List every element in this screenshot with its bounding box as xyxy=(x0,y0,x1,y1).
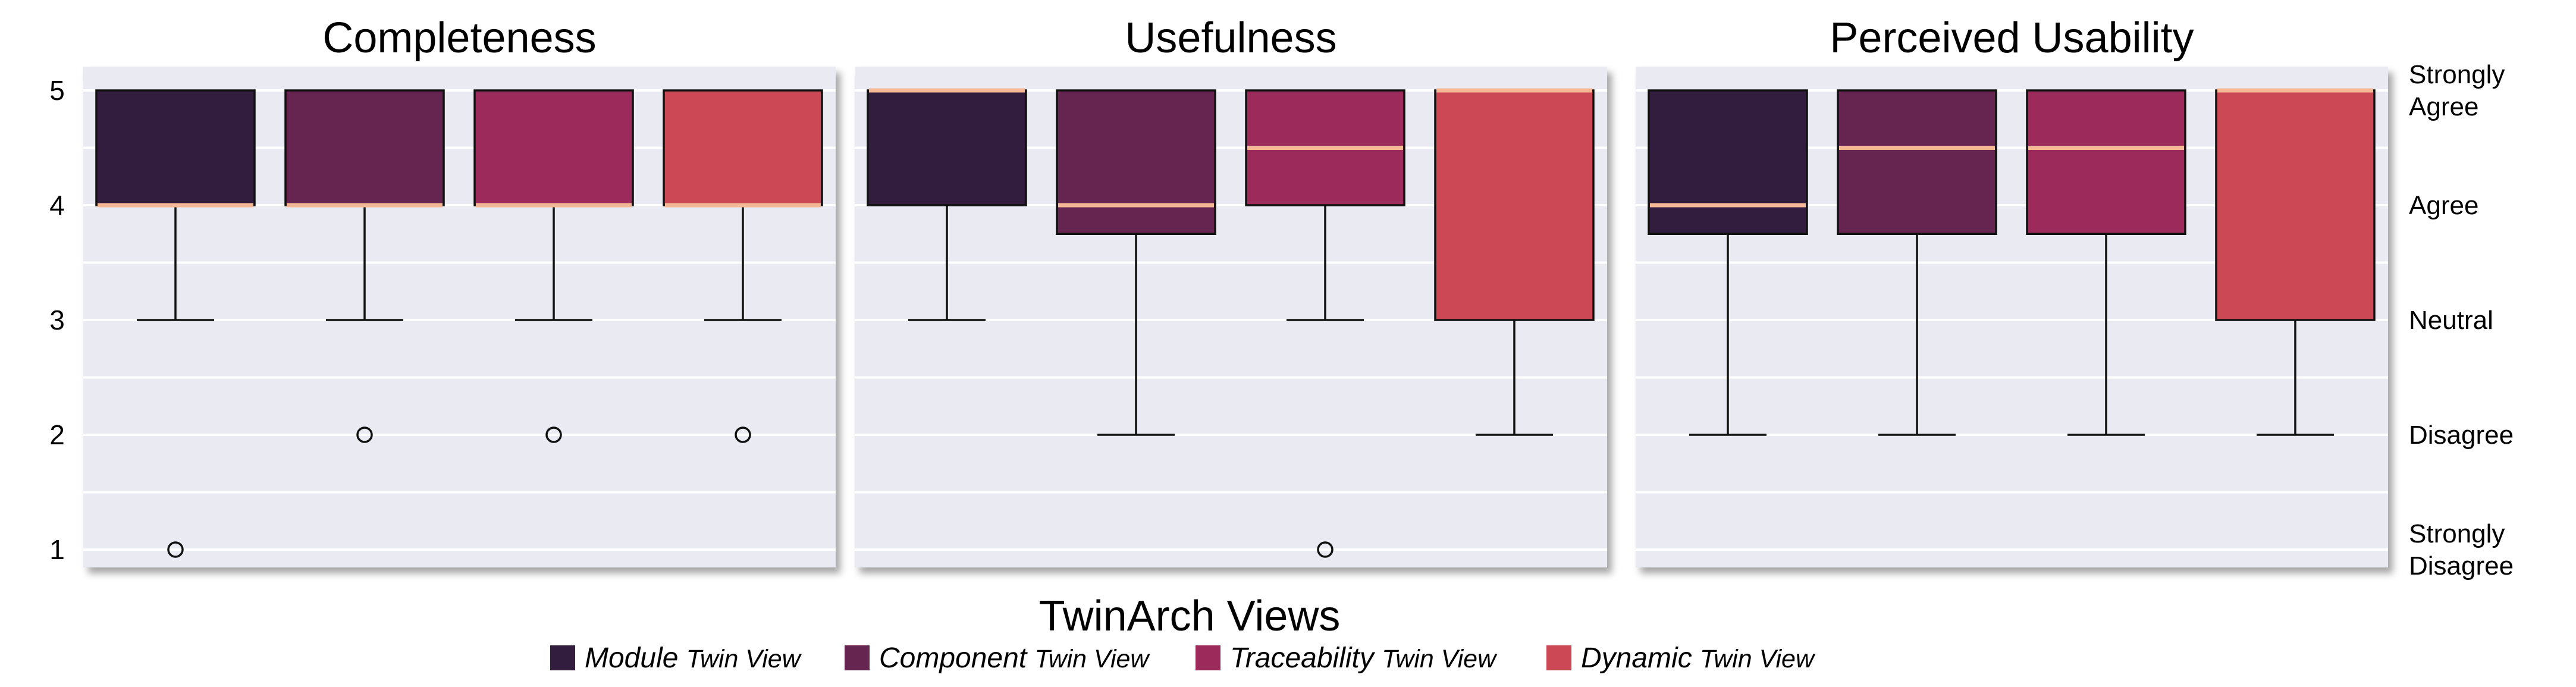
likert-label: Strongly Disagree xyxy=(2409,519,2514,581)
legend-swatch xyxy=(1546,645,1571,670)
box-4 xyxy=(1434,88,1595,436)
panel-title: Usefulness xyxy=(1125,14,1336,62)
iqr-box xyxy=(284,89,445,206)
iqr-box xyxy=(1434,89,1595,321)
y-tick-label: 3 xyxy=(49,305,65,335)
outlier-point xyxy=(735,426,751,443)
y-tick-label: 2 xyxy=(49,419,65,450)
panel-title: Perceived Usability xyxy=(1830,14,2194,62)
iqr-box xyxy=(663,89,823,206)
iqr-box xyxy=(473,89,634,206)
panel-3: Perceived Usability xyxy=(1636,14,2388,567)
likert-label: Agree xyxy=(2409,191,2478,220)
box-1 xyxy=(867,88,1027,321)
panel-title: Completeness xyxy=(322,14,596,62)
legend-label: Traceability Twin View xyxy=(1230,642,1498,674)
iqr-box xyxy=(1648,89,1808,235)
box-1 xyxy=(1648,89,1808,436)
iqr-box xyxy=(867,89,1027,206)
y-axis-ticks: 1 2 3 4 5 xyxy=(49,75,65,565)
likert-label: Strongly Agree xyxy=(2409,60,2505,121)
iqr-box xyxy=(95,89,256,206)
likert-scale-labels: Strongly Agree Agree Neutral Disagree Strongl… xyxy=(2409,60,2514,581)
legend-item: Dynamic Twin View xyxy=(1546,642,1816,674)
legend: Module Twin View Component Twin View Trace… xyxy=(550,642,1816,674)
likert-label: Disagree xyxy=(2409,421,2514,450)
box-2 xyxy=(284,89,445,443)
outlier-point xyxy=(545,426,562,443)
legend-swatch xyxy=(1196,645,1220,670)
panel-2: Usefulness xyxy=(855,14,1607,567)
iqr-box xyxy=(2026,89,2186,235)
box-4 xyxy=(663,89,823,443)
outlier-point xyxy=(356,426,373,443)
x-axis-label: TwinArch Views xyxy=(1039,592,1341,640)
box-3 xyxy=(2026,89,2186,436)
iqr-box xyxy=(2215,89,2376,321)
y-tick-label: 1 xyxy=(49,534,65,565)
panels: Completeness Usefulness Perceived Usabilit… xyxy=(83,14,2388,567)
y-tick-label: 5 xyxy=(49,75,65,106)
outlier-point xyxy=(1317,541,1334,558)
likert-label: Neutral xyxy=(2409,306,2493,335)
legend-swatch xyxy=(550,645,575,670)
outlier-point xyxy=(167,541,184,558)
y-tick-label: 4 xyxy=(49,190,65,221)
legend-item: Component Twin View xyxy=(845,642,1150,674)
legend-label: Module Twin View xyxy=(585,642,802,674)
panel-1: Completeness xyxy=(83,14,836,567)
legend-item: Traceability Twin View xyxy=(1196,642,1498,674)
box-1 xyxy=(95,89,256,558)
iqr-box xyxy=(1837,89,1997,235)
box-2 xyxy=(1837,89,1997,436)
legend-label: Component Twin View xyxy=(879,642,1150,674)
box-3 xyxy=(1245,89,1405,558)
legend-item: Module Twin View xyxy=(550,642,802,674)
box-4 xyxy=(2215,88,2376,436)
iqr-box xyxy=(1056,89,1216,235)
box-3 xyxy=(473,89,634,443)
legend-swatch xyxy=(845,645,870,670)
box-2 xyxy=(1056,89,1216,436)
legend-label: Dynamic Twin View xyxy=(1581,642,1816,674)
